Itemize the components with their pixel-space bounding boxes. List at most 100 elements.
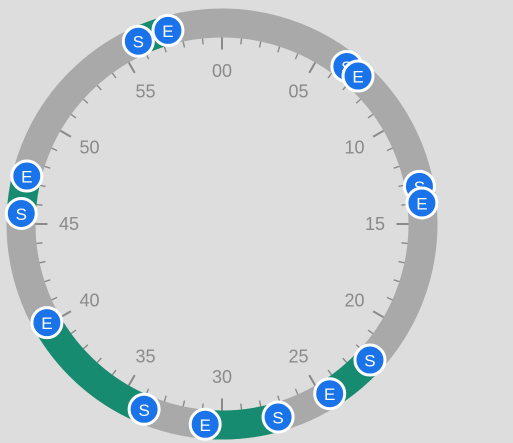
minor-tick-3 <box>277 46 281 53</box>
range-7-end-handle[interactable]: E <box>151 13 185 47</box>
range-3-start-handle-circle[interactable] <box>353 343 387 377</box>
minor-tick-17 <box>398 260 405 264</box>
minor-tick-54 <box>111 72 117 79</box>
minute-label-50: 50 <box>79 138 99 158</box>
minute-label-25: 25 <box>288 347 308 367</box>
minute-label-15: 15 <box>365 214 385 234</box>
range-3-end-handle-label: E <box>324 385 335 404</box>
range-6-end-handle-circle[interactable] <box>10 159 44 193</box>
minute-ticks-group <box>35 37 409 411</box>
minute-label-00: 00 <box>212 61 232 81</box>
range-handles-group[interactable]: SESESESESESESE <box>4 13 439 441</box>
major-tick-10 <box>372 129 385 138</box>
range-6-end-handle-label: E <box>21 168 32 187</box>
minor-tick-52 <box>82 98 89 104</box>
minor-tick-44 <box>36 242 43 245</box>
minor-tick-37 <box>96 357 102 364</box>
minor-tick-32 <box>182 400 186 407</box>
major-tick-40 <box>59 310 72 319</box>
range-4-end-handle[interactable]: E <box>188 407 222 441</box>
range-3-start-handle-label: S <box>364 352 375 371</box>
minor-tick-23 <box>342 357 348 364</box>
minor-tick-2 <box>258 41 262 48</box>
minor-tick-43 <box>39 260 46 264</box>
range-6-start-handle-label: S <box>16 205 27 224</box>
range-4-start-handle-label: S <box>272 409 283 428</box>
minute-labels-group: 00 05 10 15 20 25 30 35 40 45 50 55 <box>59 61 385 387</box>
minor-tick-49 <box>51 147 58 152</box>
range-3-end-handle-circle[interactable] <box>313 377 347 411</box>
minor-tick-27 <box>277 395 281 402</box>
range-5-end-handle[interactable]: E <box>30 306 64 340</box>
minor-tick-58 <box>182 41 186 48</box>
range-5-end-handle-label: E <box>41 314 52 333</box>
range-7-start-handle[interactable]: S <box>121 24 155 58</box>
minor-tick-18 <box>393 279 400 283</box>
minor-tick-28 <box>258 400 262 407</box>
minor-tick-36 <box>111 369 117 376</box>
major-tick-55 <box>127 61 136 74</box>
minor-tick-29 <box>240 403 243 410</box>
range-7-start-handle-label: S <box>133 33 144 52</box>
minute-label-05: 05 <box>288 82 308 102</box>
range-6-start-handle[interactable]: S <box>4 196 38 230</box>
minor-tick-24 <box>327 369 333 376</box>
minor-tick-8 <box>355 98 362 104</box>
range-4-start-handle[interactable]: S <box>261 400 295 434</box>
range-5-start-handle-circle[interactable] <box>127 392 161 426</box>
range-1-end-handle[interactable]: E <box>341 59 375 93</box>
minor-tick-9 <box>367 113 374 119</box>
range-7-start-handle-circle[interactable] <box>121 24 155 58</box>
range-5-start-handle-label: S <box>138 401 149 420</box>
major-tick-20 <box>372 310 385 319</box>
minor-tick-53 <box>96 84 102 91</box>
minor-tick-21 <box>367 329 374 335</box>
range-6-start-handle-circle[interactable] <box>4 196 38 230</box>
minor-tick-46 <box>36 203 43 206</box>
minor-tick-11 <box>386 147 393 152</box>
range-6-end-handle[interactable]: E <box>10 159 44 193</box>
minor-tick-16 <box>401 242 408 245</box>
major-tick-35 <box>127 374 136 387</box>
major-tick-50 <box>59 129 72 138</box>
minor-tick-39 <box>70 329 77 335</box>
minute-label-20: 20 <box>344 291 364 311</box>
range-7-end-handle-circle[interactable] <box>151 13 185 47</box>
minor-tick-47 <box>39 184 46 188</box>
minor-tick-51 <box>70 113 77 119</box>
minor-tick-1 <box>240 38 243 45</box>
minor-tick-57 <box>163 46 167 53</box>
range-2-end-handle[interactable]: E <box>405 186 439 220</box>
selected-range-arc-5 <box>34 315 150 423</box>
range-3-start-handle[interactable]: S <box>353 343 387 377</box>
range-5-start-handle[interactable]: S <box>127 392 161 426</box>
minor-tick-12 <box>393 165 400 169</box>
range-4-start-handle-circle[interactable] <box>261 400 295 434</box>
range-1-end-handle-circle[interactable] <box>341 59 375 93</box>
range-2-end-handle-circle[interactable] <box>405 186 439 220</box>
minor-tick-33 <box>163 395 167 402</box>
minor-tick-4 <box>294 53 299 60</box>
major-tick-25 <box>308 374 317 387</box>
range-4-end-handle-label: E <box>200 416 211 435</box>
minor-tick-38 <box>82 344 89 350</box>
major-tick-5 <box>308 61 317 74</box>
range-2-end-handle-label: E <box>416 194 427 213</box>
range-4-end-handle-circle[interactable] <box>188 407 222 441</box>
minute-label-35: 35 <box>135 347 155 367</box>
range-5-end-handle-circle[interactable] <box>30 306 64 340</box>
minor-tick-19 <box>386 296 393 301</box>
minor-tick-6 <box>327 72 333 79</box>
minute-label-40: 40 <box>79 291 99 311</box>
range-3-end-handle[interactable]: E <box>313 377 347 411</box>
minor-tick-41 <box>51 296 58 301</box>
minor-tick-48 <box>44 165 51 169</box>
range-7-end-handle-label: E <box>162 22 173 41</box>
minor-tick-26 <box>294 388 299 395</box>
minor-tick-59 <box>201 38 204 45</box>
minute-label-45: 45 <box>59 214 79 234</box>
minute-label-30: 30 <box>212 367 232 387</box>
minor-tick-42 <box>44 279 51 283</box>
minute-label-55: 55 <box>135 82 155 102</box>
